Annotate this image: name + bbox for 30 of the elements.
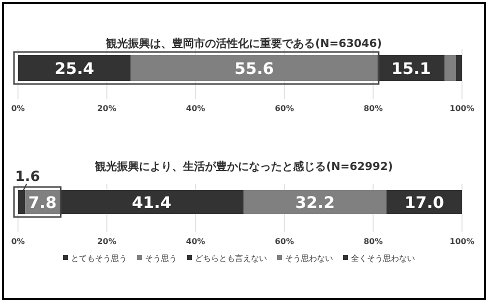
bar [130,55,378,81]
data-label: 1.6 [15,169,40,185]
legend-label: どちらとも言えない [195,254,267,263]
x-tick-label: 80% [364,237,383,246]
bar [444,55,456,81]
chart-title: 観光振興により、生活が豊かになったと感じる(N=62992) [94,160,393,173]
x-tick-label: 20% [97,237,116,246]
legend-label: そう思う [145,254,177,263]
data-label: 15.1 [391,59,431,78]
bar [456,55,462,81]
legend-label: 全くそう思わない [351,254,415,263]
x-tick-label: 0% [11,237,25,246]
x-tick-label: 40% [186,237,206,246]
x-tick-label: 100% [450,104,474,113]
data-label: 25.4 [54,59,94,78]
x-tick-label: 60% [274,237,294,246]
x-tick-label: 20% [97,104,116,113]
data-label: 32.2 [295,193,335,212]
x-tick-label: 80% [364,104,383,113]
x-tick-label: 40% [186,104,206,113]
data-label: 55.6 [234,59,274,78]
x-tick-label: 60% [274,104,294,113]
data-label: 41.4 [132,193,172,212]
x-tick-label: 100% [450,237,474,246]
legend-label: そう思わない [285,254,333,263]
data-label: 17.0 [404,193,444,212]
chart-title: 観光振興は、豊岡市の活性化に重要である(N=63046) [105,37,382,50]
x-tick-label: 0% [11,104,25,113]
bar [18,55,131,81]
legend-label: とてもそう思う [71,254,127,263]
